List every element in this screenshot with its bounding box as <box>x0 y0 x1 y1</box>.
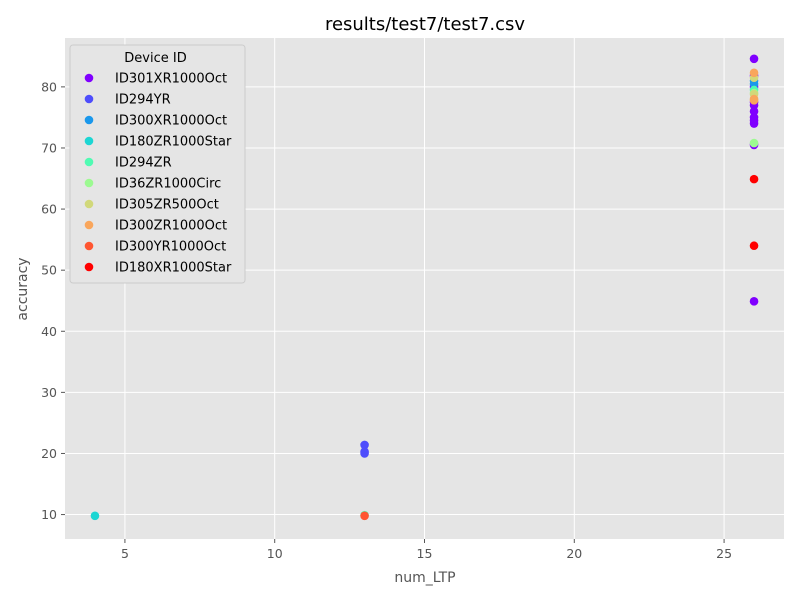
data-point <box>360 440 369 450</box>
data-points <box>90 54 759 521</box>
legend-marker <box>84 262 94 272</box>
data-point <box>749 297 759 306</box>
x-tick-label: 10 <box>267 546 283 561</box>
data-point <box>360 511 369 521</box>
data-point <box>749 138 759 148</box>
y-tick-label: 60 <box>41 202 57 217</box>
y-tick-label: 50 <box>41 263 57 278</box>
legend-label: ID294YR <box>115 93 171 108</box>
legend: Device ID ID301XR1000Oct ID294YR ID300XR10… <box>69 44 246 284</box>
legend-label: ID305ZR500Oct <box>115 198 219 213</box>
y-tick-label: 80 <box>41 79 57 94</box>
ticks: 5 10 15 20 25 10 20 30 40 50 60 70 80 <box>41 79 732 561</box>
x-tick-label: 5 <box>121 546 129 561</box>
legend-marker <box>84 115 94 125</box>
legend-label: ID300YR1000Oct <box>115 240 226 255</box>
legend-marker <box>84 199 94 209</box>
data-point <box>749 241 759 251</box>
y-tick-label: 70 <box>41 140 57 155</box>
legend-label: ID180ZR1000Star <box>115 135 232 150</box>
legend-marker <box>84 157 94 167</box>
legend-marker <box>84 220 94 230</box>
data-point <box>749 54 759 64</box>
legend-label: ID300ZR1000Oct <box>115 219 227 234</box>
legend-label: ID180XR1000Star <box>115 261 232 276</box>
data-point <box>749 174 759 184</box>
legend-label: ID36ZR1000Circ <box>115 177 221 192</box>
data-point <box>749 79 759 89</box>
legend-marker <box>84 178 94 188</box>
legend-title: Device ID <box>124 51 186 66</box>
data-point <box>360 449 369 458</box>
y-axis-label: accuracy <box>15 257 31 320</box>
data-point <box>90 511 100 521</box>
x-tick-label: 20 <box>566 546 582 561</box>
data-point <box>749 68 759 78</box>
x-tick-label: 15 <box>417 546 433 561</box>
x-tick-label: 25 <box>716 546 732 561</box>
chart-title: results/test7/test7.csv <box>325 14 525 35</box>
legend-box <box>69 44 246 284</box>
y-tick-label: 10 <box>41 507 57 522</box>
x-axis-label: num_LTP <box>394 570 455 586</box>
y-tick-label: 40 <box>41 324 57 339</box>
data-point <box>749 96 759 105</box>
y-tick-label: 20 <box>41 446 57 461</box>
legend-marker <box>84 241 94 251</box>
data-point <box>749 119 759 128</box>
legend-label: ID301XR1000Oct <box>115 72 227 87</box>
legend-marker <box>84 136 94 146</box>
legend-label: ID300XR1000Oct <box>115 114 227 129</box>
legend-marker <box>84 94 94 104</box>
data-point <box>749 107 759 116</box>
y-tick-label: 30 <box>41 385 57 400</box>
legend-marker <box>84 73 94 83</box>
legend-label: ID294ZR <box>115 156 172 171</box>
